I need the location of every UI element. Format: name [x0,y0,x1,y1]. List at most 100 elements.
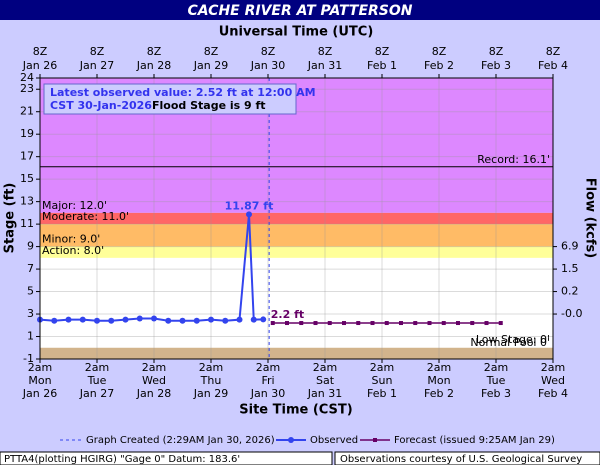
observed-point [250,316,257,323]
observed-point [79,316,86,323]
observed-point [246,211,252,218]
forecast-point [413,321,418,326]
cst-tick-label: Tue [87,374,107,387]
observed-point [179,317,186,324]
forecast-point [456,321,460,326]
observed-point [165,317,172,324]
cst-tick-label: 2am [28,361,52,374]
utc-tick-label: Jan 28 [136,59,171,72]
cst-tick-label: Feb 4 [538,387,568,400]
utc-tick-label: Jan 31 [307,59,342,72]
plot-frame [39,77,554,360]
forecast-point [342,321,346,326]
utc-tick-label: Feb 4 [538,59,568,72]
cst-tick-label: Wed [541,374,565,387]
peak-label: 11.87 ft [225,199,274,212]
observed-point [136,315,143,322]
observed-point [208,316,214,323]
legend-label: Forecast (issued 9:25AM Jan 29) [394,435,555,446]
flood-band [40,246,553,258]
info-line: Latest observed value: 2.52 ft at 12:00 … [50,86,316,99]
top-axis-label: Universal Time (UTC) [219,25,374,40]
level-label: Moderate: 11.0' [42,210,129,223]
info-line: Flood Stage is 9 ft [152,99,266,112]
forecast-point [484,321,489,326]
cst-tick-label: 2am [370,361,394,374]
utc-tick-label: Jan 29 [193,59,228,72]
y-tick-label: -1 [23,352,34,365]
y2-tick-label: 0.2 [561,285,579,298]
cst-tick-label: 2am [541,361,565,374]
cst-tick-label: 2am [313,361,337,374]
y-tick-label: 11 [20,217,34,230]
legend-label: Observed [310,435,358,446]
forecast-point [384,321,389,326]
forecast-label: 2.2 ft [271,308,304,321]
cst-tick-label: Feb 1 [367,387,397,400]
utc-tick-label: Feb 1 [367,59,397,72]
flood-band [40,224,553,247]
observed-point [51,317,58,324]
cst-tick-label: Wed [142,374,166,387]
cst-tick-label: Thu [200,374,222,387]
y-tick-label: 7 [27,262,34,275]
utc-tick-label: Jan 26 [22,59,57,72]
legend-swatch [288,437,294,443]
cst-tick-label: Mon [28,374,51,387]
legend-swatch [373,438,377,442]
y2-axis-label: Flow (kcfs) [583,178,598,258]
cst-tick-label: Fri [261,374,274,387]
y-tick-label: 15 [20,172,34,185]
y-tick-label: 9 [27,240,34,253]
observed-point [65,316,72,323]
cst-tick-label: Feb 2 [424,387,454,400]
footer-left: PTTA4(plotting HGIRG) "Gage 0" Datum: 18… [4,454,240,465]
cst-tick-label: Jan 27 [79,387,114,400]
utc-tick-label: 8Z [546,45,561,58]
level-label: Minor: 9.0' [42,233,100,246]
forecast-point [285,321,289,326]
cst-tick-label: 2am [199,361,223,374]
cst-tick-label: Jan 28 [136,387,171,400]
level-label: Record: 16.1' [477,153,550,166]
observed-point [108,317,115,324]
chart-title: CACHE RIVER AT PATTERSON [187,3,412,19]
cst-tick-label: Jan 29 [193,387,228,400]
utc-tick-label: Jan 27 [79,59,114,72]
cst-tick-label: 2am [427,361,451,374]
cst-tick-label: 2am [484,361,508,374]
info-box [43,83,297,115]
y-axis-label: Stage (ft) [3,183,18,254]
legend-created: Graph Created (2:29AM Jan 30, 2026) [86,435,275,446]
footer-box [0,451,333,465]
forecast-point [427,321,432,326]
flood-band [40,212,553,225]
cst-tick-label: Feb 3 [481,387,511,400]
forecast-point [470,321,475,326]
observed-point [94,317,100,324]
y-tick-label: 19 [20,127,34,140]
level-label: Low Stage: 0' [476,333,550,346]
cst-tick-label: Jan 26 [22,387,57,400]
cst-tick-label: Tue [486,374,506,387]
utc-tick-label: 8Z [261,45,276,58]
forecast-point [327,321,332,326]
utc-tick-label: 8Z [33,45,48,58]
footer-box [334,451,600,465]
cst-tick-label: Jan 31 [307,387,342,400]
utc-tick-label: 8Z [318,45,333,58]
y-tick-label: 24 [20,71,34,84]
cst-tick-label: 2am [142,361,166,374]
cst-tick-label: 2am [85,361,109,374]
cst-tick-label: 2am [256,361,280,374]
y-tick-label: 17 [20,150,34,163]
level-label: Normal Pool 0' [470,336,550,349]
y-tick-label: 5 [27,285,34,298]
y-tick-label: 1 [27,330,34,343]
cst-tick-label: Jan 30 [250,387,285,400]
forecast-point [441,321,446,326]
utc-tick-label: 8Z [147,45,162,58]
y-tick-label: 21 [20,105,34,118]
forecast-point [498,321,503,326]
